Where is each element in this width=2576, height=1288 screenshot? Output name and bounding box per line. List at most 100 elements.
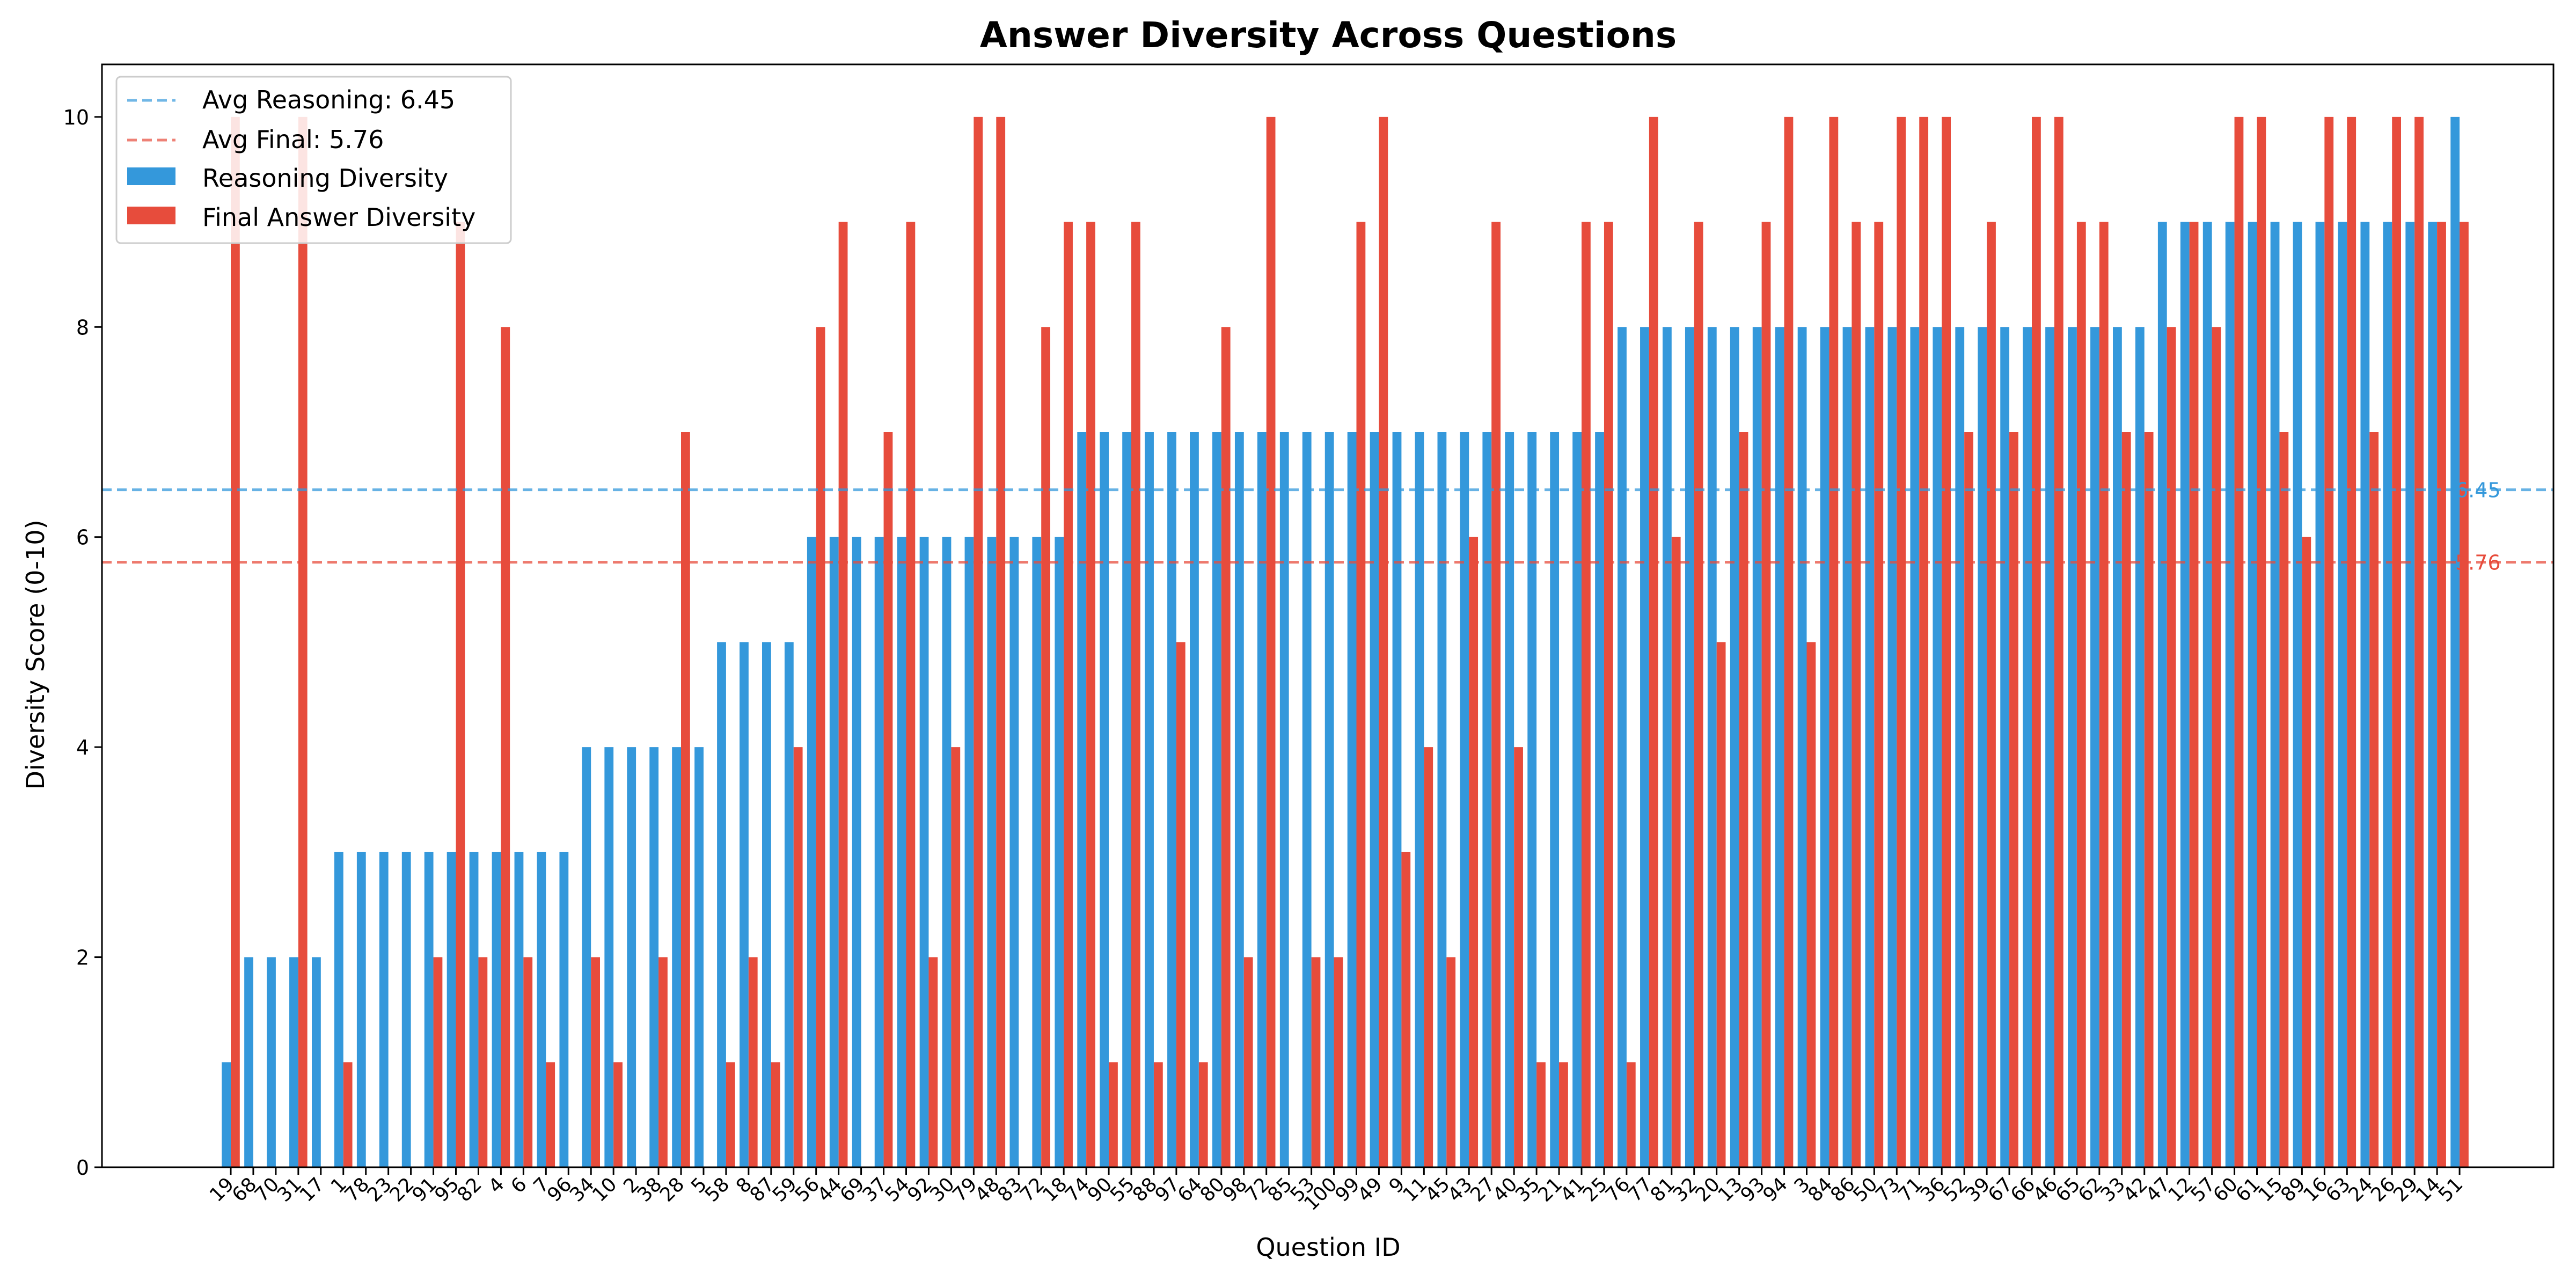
reasoning-bar [1685,327,1694,1168]
final-answer-bar [748,957,758,1167]
x-tick-label: 82 [453,1173,486,1206]
final-answer-bar [591,957,600,1167]
final-answer-bar [2099,222,2109,1168]
reasoning-bar [1145,432,1154,1167]
final-answer-bar [1874,222,1884,1168]
reasoning-bar [740,642,749,1167]
reasoning-bar [2225,222,2235,1168]
x-tick-label: 51 [2434,1173,2467,1206]
final-answer-bar [906,222,916,1168]
final-answer-bar [2032,116,2041,1167]
reasoning-bar [1797,327,1807,1168]
avg-reasoning-value-label: 6.45 [2455,479,2501,502]
reasoning-bar [1167,432,1176,1167]
final-answer-bar [1356,222,1366,1168]
reasoning-bar [1820,327,1829,1168]
final-answer-bar [1334,957,1343,1167]
reasoning-bar [1482,432,1492,1167]
reasoning-bar [424,852,434,1167]
final-answer-bar [1964,432,1973,1167]
final-answer-bar [2369,432,2379,1167]
reasoning-bar [492,852,501,1167]
axes-frame [101,63,2555,1168]
final-answer-bar [1311,957,1321,1167]
final-answer-bar [1671,537,1681,1167]
reasoning-bar [356,852,366,1167]
reasoning-bar [1505,432,1514,1167]
final-answer-bar [546,1062,555,1167]
reasoning-bar [401,852,411,1167]
final-answer-bar [2076,222,2086,1168]
reasoning-bar [829,537,839,1167]
legend-final-label: Final Answer Diversity [202,203,475,232]
final-answer-bar [1806,642,1816,1167]
reasoning-bar [2360,222,2370,1168]
reasoning-bar [1978,327,1987,1168]
final-answer-bar [2460,222,2469,1168]
final-answer-bar [1761,222,1771,1168]
x-tick-label: 4 [485,1173,509,1197]
reasoning-bar [874,537,884,1167]
final-answer-bar [1897,116,1906,1167]
final-answer-bar [2279,432,2289,1167]
reasoning-bar [1842,327,1852,1168]
reasoning-bar [289,957,298,1167]
final-answer-bar [838,222,848,1168]
final-answer-bar [1649,116,1658,1167]
reasoning-bar [2428,222,2438,1168]
reasoning-bar [2135,327,2145,1168]
reasoning-bar [2450,116,2460,1167]
x-tick-label: 58 [701,1173,734,1206]
final-answer-bar [1491,222,1501,1168]
final-answer-bar [1176,642,1185,1167]
legend-reasoning-label: Reasoning Diversity [202,164,448,193]
reasoning-bar [244,957,253,1167]
reasoning-bar [1640,327,1649,1168]
final-answer-bar [996,116,1006,1167]
final-answer-bar [1694,222,1703,1168]
reasoning-bar [2202,222,2212,1168]
reasoning-bar [1865,327,1875,1168]
final-answer-bar [2121,432,2131,1167]
final-answer-bar [1739,432,1748,1167]
reasoning-bar [2405,222,2415,1168]
reasoning-bar [1933,327,1942,1168]
final-answer-bar [2189,222,2199,1168]
y-tick-label: 4 [76,736,89,759]
reasoning-bar [1302,432,1312,1167]
final-answer-bar [974,116,983,1167]
reasoning-bar [267,957,276,1167]
final-answer-bar [681,432,690,1167]
final-answer-bar [1469,537,1479,1167]
reasoning-bar [897,537,906,1167]
reasoning-bar [1775,327,1784,1168]
final-answer-bar [2347,116,2357,1167]
reasoning-bar [582,747,591,1167]
final-answer-bar [1424,747,1433,1167]
final-answer-bar [1266,116,1276,1167]
reasoning-bar [1392,432,1402,1167]
final-answer-bar [523,957,533,1167]
reasoning-bar [807,537,816,1167]
reasoning-bar [1009,537,1019,1167]
final-answer-bar [2144,432,2154,1167]
legend-box [115,76,512,244]
final-answer-bar [1582,222,1591,1168]
reasoning-bar [987,537,997,1167]
final-answer-bar [1851,222,1861,1168]
x-tick-label: 10 [588,1173,621,1206]
final-answer-bar [1064,222,1073,1168]
reasoning-bar [2113,327,2122,1168]
legend-avg-reasoning-label: Avg Reasoning: 6.45 [202,85,455,114]
legend: Avg Reasoning: 6.45 Avg Final: 5.76 Reas… [115,76,512,244]
reasoning-bar [1955,327,1965,1168]
final-answer-bar [1626,1062,1636,1167]
reasoning-bar [1055,537,1064,1167]
final-answer-bar [726,1062,735,1167]
reasoning-bar [1257,432,1267,1167]
reasoning-bar [312,957,321,1167]
reasoning-bar [1460,432,1469,1167]
reasoning-bar [1910,327,1920,1168]
final-answer-bar [928,957,938,1167]
final-answer-bar [1221,327,1231,1168]
